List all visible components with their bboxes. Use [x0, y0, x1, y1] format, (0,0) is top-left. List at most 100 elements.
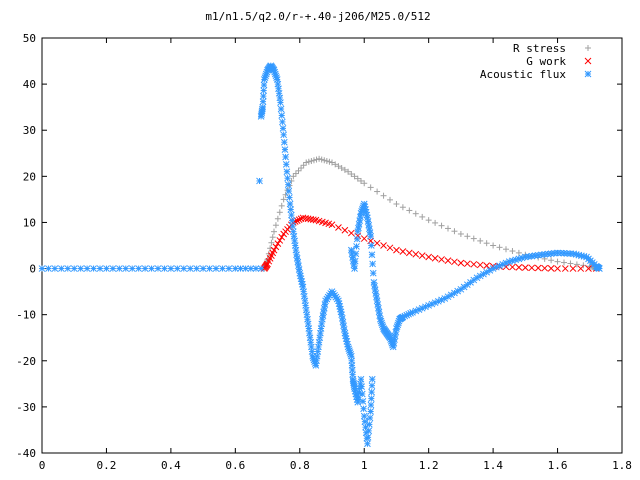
data-point	[393, 246, 400, 254]
data-point	[51, 265, 59, 272]
data-point	[369, 269, 377, 277]
data-point	[374, 188, 381, 195]
data-point	[368, 382, 376, 390]
data-point	[278, 202, 285, 209]
data-point	[90, 265, 97, 272]
data-point	[326, 158, 333, 165]
data-point	[359, 398, 367, 405]
data-point	[269, 234, 276, 241]
data-point	[561, 265, 569, 272]
data-point	[561, 259, 567, 266]
data-point	[167, 265, 175, 272]
data-point	[295, 266, 303, 273]
data-point	[335, 163, 342, 170]
x-tick-label: 0.4	[161, 459, 181, 472]
data-point	[431, 254, 439, 262]
data-point	[285, 187, 293, 195]
data-point	[483, 240, 490, 247]
data-point	[509, 248, 516, 255]
legend-marker	[585, 45, 591, 51]
data-point	[45, 265, 52, 272]
data-point	[286, 194, 293, 201]
data-point	[503, 246, 509, 253]
y-tick-label: 30	[23, 124, 36, 137]
data-point	[115, 265, 123, 272]
data-point	[425, 253, 433, 261]
data-point	[451, 228, 458, 235]
data-point	[399, 204, 406, 211]
y-tick-label: -40	[16, 447, 36, 460]
data-point	[367, 401, 375, 409]
data-point	[284, 181, 292, 188]
data-point	[370, 279, 378, 286]
data-point	[219, 265, 226, 272]
data-point	[596, 265, 603, 272]
data-point	[432, 219, 439, 226]
plot-frame	[41, 37, 623, 454]
data-point	[353, 243, 360, 250]
x-tick-label: 0.2	[97, 459, 117, 472]
data-point	[541, 264, 549, 272]
data-point	[292, 246, 300, 254]
y-tick-label: 40	[23, 78, 36, 91]
data-point	[351, 265, 358, 272]
x-tick-label: 1.4	[483, 459, 503, 472]
data-point	[96, 265, 104, 272]
data-point	[313, 156, 320, 163]
data-point	[278, 233, 286, 241]
data-point	[373, 239, 381, 247]
data-point	[180, 265, 188, 272]
data-point	[318, 156, 325, 163]
data-point	[231, 265, 239, 272]
data-point	[528, 264, 536, 272]
legend-label: G work	[526, 55, 566, 68]
data-point	[341, 226, 349, 234]
data-point	[282, 191, 289, 198]
data-point	[369, 260, 376, 268]
data-point	[352, 250, 360, 258]
data-point	[438, 222, 445, 229]
data-point	[451, 258, 458, 266]
data-point	[320, 308, 327, 316]
data-point	[260, 87, 268, 94]
data-point	[375, 304, 382, 312]
data-point	[186, 265, 194, 272]
data-point	[338, 165, 345, 172]
data-point	[470, 260, 478, 268]
data-point	[406, 207, 413, 214]
data-point	[272, 243, 280, 251]
data-point	[425, 217, 432, 224]
x-tick-label: 1.6	[548, 459, 568, 472]
data-point	[303, 159, 310, 166]
data-point	[154, 265, 162, 272]
data-point	[148, 265, 155, 272]
data-point	[358, 390, 366, 398]
data-point	[387, 196, 393, 203]
data-marks	[38, 62, 603, 448]
data-point	[366, 414, 374, 422]
data-point	[225, 265, 233, 272]
data-point	[380, 242, 387, 249]
data-point	[386, 244, 394, 252]
data-point	[292, 170, 299, 177]
data-point	[444, 257, 452, 264]
data-point	[302, 302, 309, 309]
data-point	[289, 228, 297, 236]
data-point	[276, 237, 284, 244]
data-point	[304, 215, 312, 223]
data-point	[288, 217, 296, 224]
data-point	[389, 343, 397, 351]
data-point	[570, 250, 578, 258]
data-point	[295, 216, 303, 224]
data-point	[283, 168, 291, 176]
data-point	[356, 217, 364, 224]
data-point	[252, 265, 260, 272]
data-point	[372, 290, 380, 297]
data-point	[366, 421, 373, 428]
data-point	[64, 265, 72, 272]
data-point	[405, 249, 413, 257]
data-point	[199, 265, 207, 272]
data-point	[300, 162, 307, 169]
